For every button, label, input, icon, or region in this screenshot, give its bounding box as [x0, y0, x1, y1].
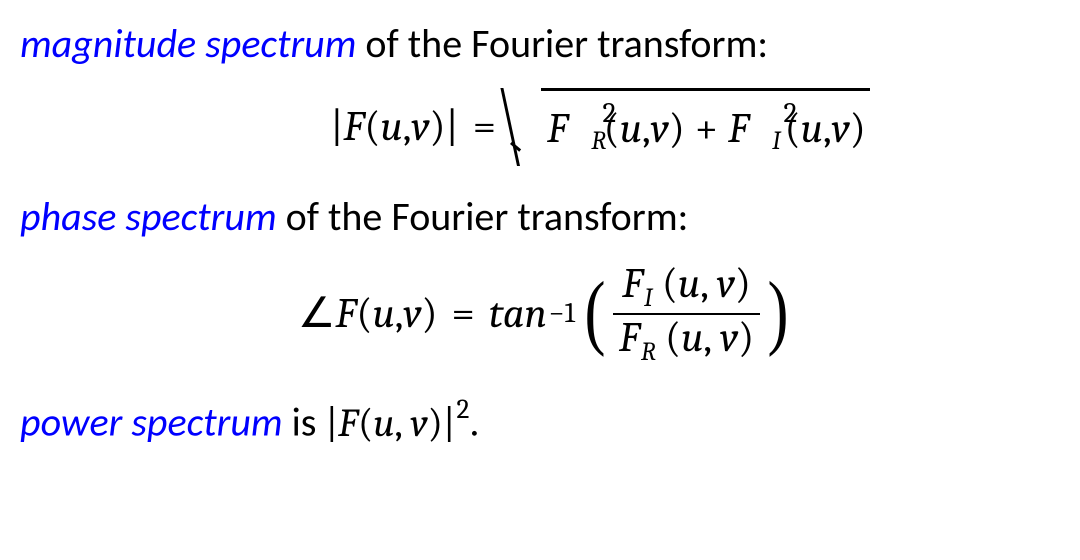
paren-close: )	[422, 293, 438, 335]
sym-F: F	[728, 104, 749, 153]
sup-2: 2	[603, 100, 616, 129]
power-expr: |F(u, v)|2	[325, 400, 469, 446]
comma: ,	[642, 108, 651, 150]
sym-v: v	[403, 293, 421, 335]
paren-close: )	[429, 106, 445, 148]
sym-F: F	[622, 259, 643, 308]
sym-u: u	[678, 259, 700, 308]
paren-close: )	[850, 108, 866, 150]
angle-sym: ∠	[298, 293, 336, 335]
plus: +	[685, 108, 728, 150]
comma: ,	[703, 313, 720, 362]
sqrt-sign	[510, 88, 544, 166]
abs-open: |	[330, 106, 343, 148]
sym-u: u	[380, 106, 402, 148]
sym-F: F	[336, 293, 357, 335]
sym-v: v	[410, 400, 427, 446]
comma: ,	[700, 259, 717, 308]
big-paren-close: )	[768, 276, 789, 347]
equals: =	[438, 293, 489, 335]
paren-open: (	[364, 106, 380, 148]
comma: ,	[403, 106, 412, 148]
sym-v: v	[720, 313, 738, 362]
sub-I: I	[643, 283, 653, 313]
paren-close: )	[428, 400, 443, 446]
heading-magnitude: magnitude spectrum of the Fourier transf…	[20, 18, 1070, 70]
fraction-num: FI (u, v)	[616, 261, 757, 313]
term-phase: phase spectrum	[20, 192, 277, 241]
formula-phase: ∠ F ( u , v ) = tan −1 ( FI (u, v) FR (u…	[298, 261, 792, 367]
term-FR2: F R 2	[547, 108, 604, 150]
term-power: power spectrum	[20, 398, 283, 447]
abs-close: |	[443, 400, 456, 446]
sym-v: v	[832, 108, 850, 150]
paren-open: (	[356, 293, 372, 335]
heading-power: power spectrum is |F(u, v)|2.	[20, 392, 1070, 449]
sym-u: u	[372, 293, 394, 335]
paren-open: (	[358, 400, 373, 446]
sym-v: v	[411, 106, 429, 148]
term-FI2: F I 2	[728, 108, 785, 150]
page: magnitude spectrum of the Fourier transf…	[0, 0, 1080, 560]
comma: ,	[823, 108, 832, 150]
sym-F: F	[619, 313, 640, 362]
sym-F: F	[547, 104, 568, 153]
paren-close: )	[669, 108, 685, 150]
tan: tan	[489, 293, 547, 335]
sym-u: u	[801, 108, 823, 150]
period: .	[469, 398, 479, 447]
sym-F: F	[344, 106, 365, 148]
paren-close: )	[738, 313, 754, 362]
sym-v: v	[717, 259, 735, 308]
sqrt-body: F R 2 ( u , v ) + F I 2 (	[541, 88, 870, 166]
abs-open: |	[325, 400, 338, 446]
abs-close: |	[446, 106, 459, 148]
big-paren-open: (	[584, 276, 605, 347]
sub-R: R	[591, 128, 606, 154]
sym-u: u	[681, 313, 703, 362]
formula-magnitude-wrap: | F ( u , v ) | = F R 2 ( u ,	[20, 88, 1070, 166]
heading-magnitude-rest: of the Fourier transform:	[356, 19, 768, 68]
sup-neg1: −1	[547, 300, 575, 329]
heading-phase-rest: of the Fourier transform:	[277, 192, 689, 241]
formula-phase-wrap: ∠ F ( u , v ) = tan −1 ( FI (u, v) FR (u…	[20, 261, 1070, 367]
paren-close: )	[735, 259, 751, 308]
sym-F: F	[338, 400, 358, 446]
heading-power-rest1: is	[283, 398, 326, 447]
sup-2: 2	[783, 100, 796, 129]
formula-magnitude: | F ( u , v ) | = F R 2 ( u ,	[220, 88, 870, 166]
term-magnitude: magnitude spectrum	[20, 19, 356, 68]
comma: ,	[395, 293, 404, 335]
fraction-den: FR (u, v)	[613, 315, 760, 367]
equals: =	[459, 106, 510, 148]
heading-phase: phase spectrum of the Fourier transform:	[20, 191, 1070, 243]
sub-R: R	[640, 337, 656, 367]
sym-u: u	[620, 108, 642, 150]
paren-open: (	[665, 313, 681, 362]
sup-2: 2	[456, 394, 470, 425]
fraction: FI (u, v) FR (u, v)	[609, 261, 764, 367]
sym-u: u	[373, 400, 394, 446]
sqrt: F R 2 ( u , v ) + F I 2 (	[510, 88, 870, 166]
sym-v: v	[651, 108, 669, 150]
paren-open: (	[662, 259, 678, 308]
comma: ,	[395, 400, 411, 446]
sub-I: I	[772, 128, 781, 154]
